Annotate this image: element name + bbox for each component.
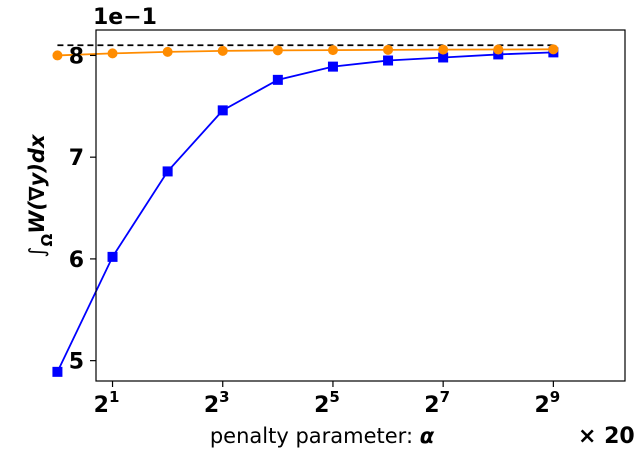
series-2-point (438, 44, 449, 55)
svg-text:∫ΩW(∇y)dx: ∫ΩW(∇y)dx (25, 133, 56, 257)
x-axis-label-text: penalty parameter: (210, 424, 420, 448)
series-1-point (438, 52, 449, 63)
series-1-point (327, 61, 338, 72)
series-1-point (162, 166, 173, 177)
series-2-point (493, 44, 504, 55)
x-tick-label: 23 (204, 388, 230, 418)
series-2-point (383, 44, 394, 55)
series-1-point (272, 74, 283, 85)
ticks-layer: 5 6 7 8 21 23 25 27 29 (69, 44, 561, 418)
series-2-point (52, 50, 63, 61)
y-axis-label-sub: Ω (38, 234, 56, 247)
series-2-point (217, 45, 228, 56)
y-tick-label: 8 (69, 44, 84, 69)
series-line-2 (57, 48, 554, 57)
x-tick-label: 27 (424, 388, 450, 418)
series-line-1 (56, 51, 554, 373)
series-2-point (272, 45, 283, 56)
series-1-point (383, 55, 394, 66)
y-tick-label: 5 (69, 350, 84, 375)
series-2-point (327, 45, 338, 56)
y-tick-label: 7 (69, 146, 84, 171)
x-tick-label: 29 (534, 388, 560, 418)
y-offset-label: 1e−1 (93, 5, 157, 30)
y-axis-label-expr: W(∇y)dx (25, 133, 49, 234)
series-2-point (107, 48, 118, 59)
series-1-point (217, 105, 228, 116)
plot-frame (95, 29, 626, 382)
series-1-point (52, 366, 63, 377)
series-layer (52, 44, 559, 377)
x-axis-label: penalty parameter: α (210, 424, 435, 448)
y-axis-label-integral: ∫ (25, 247, 49, 258)
x-tick-label: 21 (94, 388, 120, 418)
y-tick-label: 6 (69, 248, 84, 273)
x-scale-label: × 20 (578, 424, 635, 449)
y-axis-label: ∫ΩW(∇y)dx (25, 133, 56, 257)
series-2-point (162, 46, 173, 57)
x-axis-label-symbol: α (420, 424, 435, 448)
series-2-point (548, 44, 559, 55)
series-1-point (107, 251, 118, 262)
x-tick-label: 25 (314, 388, 340, 418)
